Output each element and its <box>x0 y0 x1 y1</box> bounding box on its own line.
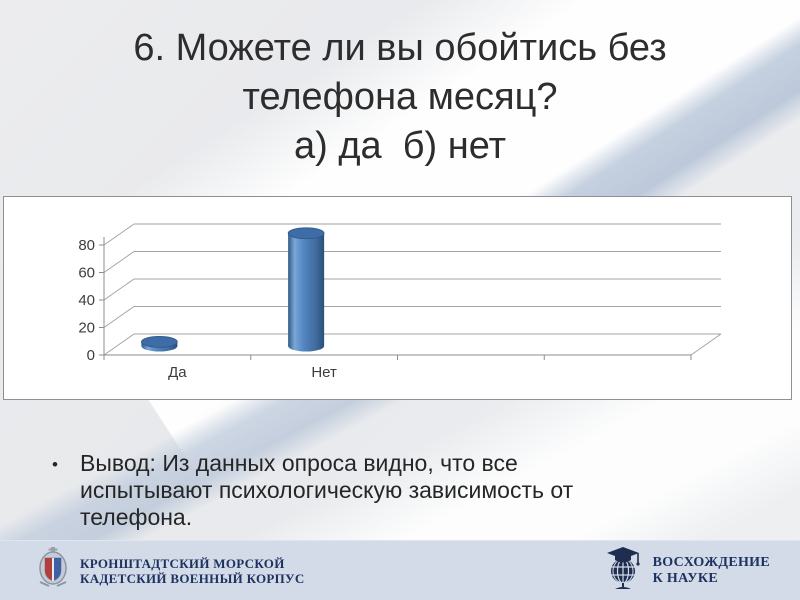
footer-right-text: ВОСХОЖДЕНИЕ К НАУКЕ <box>653 555 770 587</box>
conclusion-block: • Вывод: Из данных опроса видно, что все… <box>52 450 622 531</box>
footer-left-line-2: КАДЕТСКИЙ ВОЕННЫЙ КОРПУС <box>80 570 305 586</box>
footer-right-line-2: К НАУКЕ <box>652 570 718 586</box>
svg-text:80: 80 <box>78 237 95 254</box>
bar-chart-canvas: 0 20 40 60 80 Да Нет <box>78 223 722 381</box>
bullet-marker: • <box>52 455 58 474</box>
svg-text:40: 40 <box>78 292 95 309</box>
svg-text:Нет: Нет <box>311 364 337 381</box>
footer-left-line-1: КРОНШТАДТСКИЙ МОРСКОЙ <box>80 555 285 571</box>
title-line-1: 6. Можете ли вы обойтись без <box>133 27 667 69</box>
title-line-2: телефона месяц? <box>242 76 558 118</box>
naval-cadet-corps-crest-icon <box>36 544 70 597</box>
title-line-3: а) да б) нет <box>293 125 506 167</box>
conclusion-text: Вывод: Из данных опроса видно, что все и… <box>80 450 574 530</box>
footer-right-line-1: ВОСХОЖДЕНИЕ <box>652 554 770 570</box>
slide-footer: КРОНШТАДТСКИЙ МОРСКОЙ КАДЕТСКИЙ ВОЕННЫЙ … <box>0 540 800 600</box>
footer-right-logo-group: ВОСХОЖДЕНИЕ К НАУКЕ <box>605 545 770 596</box>
svg-text:Да: Да <box>168 364 187 381</box>
svg-text:60: 60 <box>78 265 95 282</box>
svg-text:20: 20 <box>78 320 95 337</box>
svg-text:0: 0 <box>87 347 95 364</box>
footer-left-text: КРОНШТАДТСКИЙ МОРСКОЙ КАДЕТСКИЙ ВОЕННЫЙ … <box>80 556 305 586</box>
globe-graduation-cap-icon <box>605 545 643 596</box>
slide-title: 6. Можете ли вы обойтись без телефона ме… <box>0 24 800 171</box>
footer-left-logo-group: КРОНШТАДТСКИЙ МОРСКОЙ КАДЕТСКИЙ ВОЕННЫЙ … <box>36 544 305 597</box>
survey-chart: 0 20 40 60 80 Да Нет <box>3 196 792 400</box>
